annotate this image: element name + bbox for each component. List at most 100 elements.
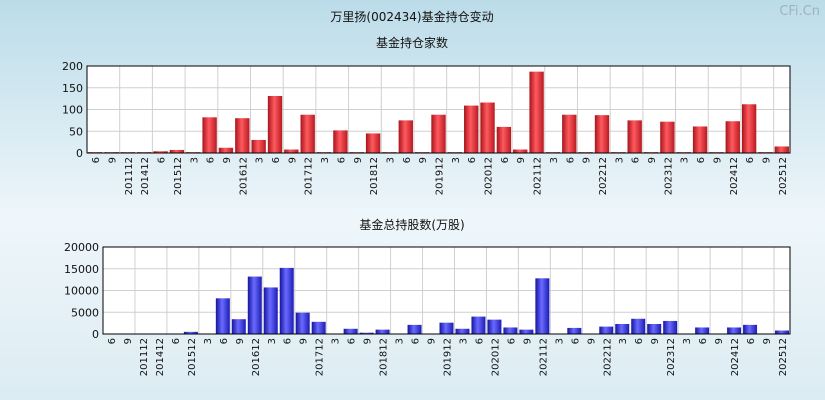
chart1-bar — [741, 104, 757, 153]
chart1-xtick-label: 9 — [108, 157, 119, 163]
chart1-xtick-label: 6 — [565, 157, 576, 163]
chart2-xtick-label: 3 — [458, 338, 469, 344]
chart1-xtick-label: 9 — [353, 157, 364, 163]
chart2-bar — [775, 330, 789, 334]
chart2-ytick-label: 15000 — [64, 263, 99, 276]
chart1-bar — [267, 96, 283, 153]
watermark: CFi.Cn — [779, 4, 820, 19]
chart1-bar — [562, 114, 577, 153]
chart1-title: 基金持仓家数 — [376, 35, 448, 50]
chart1-xtick-label: 6 — [631, 157, 642, 163]
chart1-bar — [594, 115, 610, 153]
chart1-xtick-label: 202412 — [729, 157, 740, 195]
chart2-bar — [295, 312, 310, 334]
chart2-xtick-label: 6 — [474, 338, 485, 344]
chart2-xtick-label: 6 — [698, 338, 709, 344]
chart1-xtick-label: 9 — [418, 157, 429, 163]
chart2-xtick-label: 3 — [554, 338, 565, 344]
chart1-xtick-label: 9 — [647, 157, 658, 163]
chart2-bar — [279, 267, 294, 334]
chart2-bar — [631, 318, 646, 334]
chart2-xtick-label: 6 — [746, 338, 757, 344]
chart1-xtick-label: 6 — [157, 157, 168, 163]
chart2-xtick-label: 201612 — [251, 338, 262, 376]
chart1-ytick-label: 0 — [76, 147, 83, 160]
chart2-bar — [343, 328, 358, 334]
chart1-xtick-label: 3 — [549, 157, 560, 163]
chart2-xtick-label: 9 — [650, 338, 661, 344]
chart1-bar — [513, 149, 528, 153]
chart1-xtick-label: 3 — [189, 157, 200, 163]
chart1-bar — [235, 118, 250, 153]
chart2-xtick-label: 6 — [634, 338, 645, 344]
chart1-bar — [431, 114, 446, 153]
chart2-bar — [695, 327, 710, 334]
chart2-bar — [487, 319, 502, 334]
chart1-bar — [774, 146, 789, 153]
chart1-frame — [86, 65, 791, 154]
chart1-xtick-label: 201512 — [173, 157, 184, 195]
chart2-xtick-label: 9 — [427, 338, 438, 344]
chart1-xtick-label: 201912 — [435, 157, 446, 195]
chart1-xtick-label: 3 — [614, 157, 625, 163]
chart1-bar — [496, 126, 512, 153]
chart1-ytick-label: 50 — [69, 125, 83, 138]
chart2-ytick-label: 5000 — [71, 306, 99, 319]
chart2-bar — [471, 316, 486, 334]
chart2-ytick-label: 20000 — [64, 241, 99, 254]
chart1-xtick-label: 201812 — [369, 157, 380, 195]
chart2-xtick-label: 9 — [299, 338, 310, 344]
chart2-xtick-label: 202212 — [602, 338, 613, 376]
chart2-xtick-label: 9 — [714, 338, 725, 344]
chart2-bar — [375, 329, 390, 334]
chart2-bar — [407, 324, 422, 334]
chart1-bar — [333, 130, 348, 153]
chart2-xtick-label: 9 — [586, 338, 597, 344]
chart2-xtick-label: 201912 — [443, 338, 454, 376]
chart2-xtick-label: 202312 — [666, 338, 677, 376]
chart1-xtick-label: 202512 — [778, 157, 789, 195]
chart1-bar — [398, 120, 413, 153]
chart1-xtick-label: 9 — [761, 157, 772, 163]
chart2-xtick-label: 3 — [395, 338, 406, 344]
chart2-xtick-label: 3 — [203, 338, 214, 344]
chart2-xtick-label: 202512 — [778, 338, 789, 376]
chart2-bar — [519, 329, 534, 334]
chart2-bar — [439, 322, 454, 334]
chart2-ytick-label: 0 — [92, 328, 99, 341]
chart2-xtick-label: 9 — [522, 338, 533, 344]
chart1-xtick-label: 201712 — [304, 157, 315, 195]
chart1-xtick-label: 202112 — [533, 157, 544, 195]
chart2-xtick-label: 201412 — [155, 338, 166, 376]
chart1-bar — [529, 71, 544, 153]
chart1-xtick-label: 3 — [680, 157, 691, 163]
chart1-bar — [627, 120, 642, 153]
chart2-xtick-label: 6 — [570, 338, 581, 344]
chart2-xtick-label: 9 — [363, 338, 374, 344]
chart1-bar — [202, 117, 217, 153]
page-title: 万里扬(002434)基金持仓变动 — [330, 9, 493, 24]
chart1-xtick-label: 9 — [287, 157, 298, 163]
chart2-xtick-label: 6 — [171, 338, 182, 344]
chart2-bar — [567, 327, 582, 334]
chart2-xtick-label: 3 — [267, 338, 278, 344]
chart1-xtick-label: 201612 — [238, 157, 249, 195]
chart2-bar — [727, 327, 742, 334]
chart1-xtick-label: 6 — [402, 157, 413, 163]
chart1-xtick-label: 3 — [255, 157, 266, 163]
chart2-xtick-label: 202112 — [538, 338, 549, 376]
chart2-bar — [215, 298, 230, 334]
chart1-bar — [660, 121, 675, 153]
chart1-bar — [725, 121, 740, 153]
chart1-bar — [169, 149, 185, 153]
chart2-ytick-label: 10000 — [64, 285, 99, 298]
chart1-xtick-label: 202312 — [663, 157, 674, 195]
chart1-xtick-label: 6 — [336, 157, 347, 163]
chart2-bar — [263, 287, 278, 334]
chart2-xtick-label: 3 — [618, 338, 629, 344]
chart1-xtick-label: 3 — [451, 157, 462, 163]
chart1-xtick-label: 6 — [206, 157, 217, 163]
chart1-xtick-label: 3 — [320, 157, 331, 163]
chart2-bar — [663, 320, 678, 334]
